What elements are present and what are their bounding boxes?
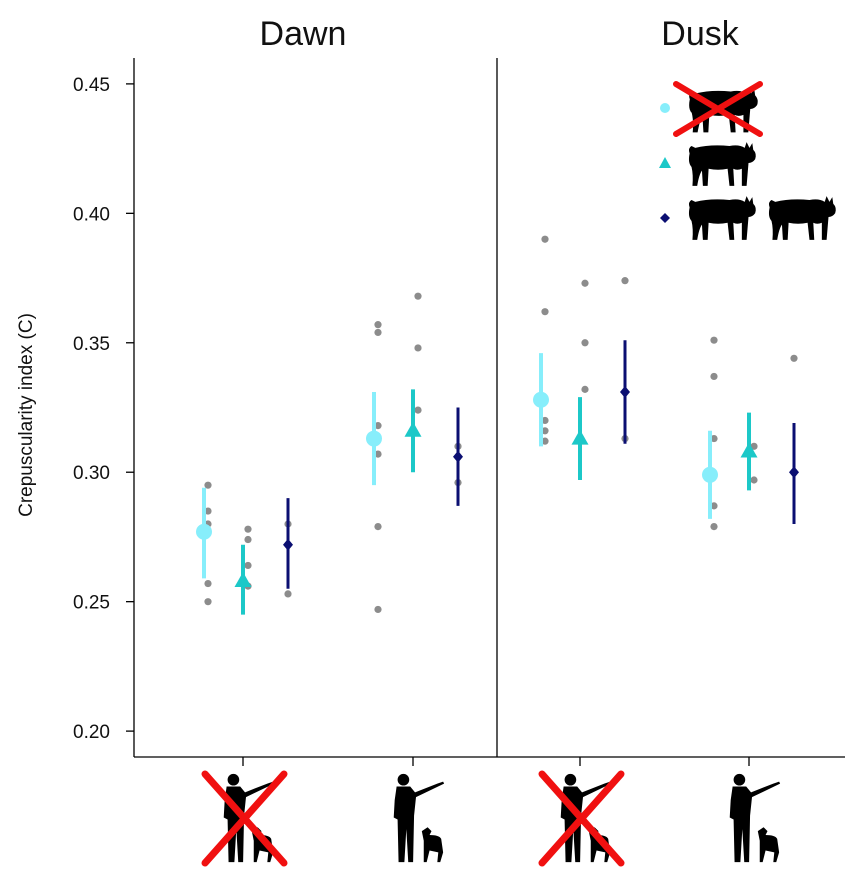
raw-point [244,525,252,533]
raw-point [541,308,549,316]
raw-point [581,339,589,347]
raw-point [710,434,718,443]
mean-markers [196,385,799,587]
raw-point [750,442,758,450]
panel-title-dawn: Dawn [260,15,347,53]
raw-point [414,292,422,300]
raw-point [414,344,422,352]
raw-point [374,522,382,531]
legend-triangle-marker [659,157,671,168]
raw-point [374,450,382,458]
y-axis-label: Crepuscularity index (C) [16,313,37,517]
mean-triangle-marker [740,442,758,458]
x-axis-icons [201,770,781,867]
raw-point [204,481,212,489]
raw-point [710,336,718,344]
raw-point [750,476,758,484]
raw-point [541,235,549,243]
raw-point [621,277,629,285]
raw-point [374,422,382,430]
raw-point [374,321,382,329]
x-axis-ticks [242,757,750,766]
raw-point [790,354,798,362]
mean-diamond-marker [283,538,293,551]
raw-point [710,522,718,531]
raw-point [414,406,422,414]
raw-point [204,507,212,515]
raw-point [541,427,549,435]
raw-point [374,605,382,614]
mean-diamond-marker [620,385,630,398]
raw-point [581,385,589,393]
raw-point [204,579,212,588]
mean-triangle-marker [571,429,589,445]
y-tick-label: 0.25 [73,593,110,614]
y-tick-label: 0.20 [73,722,110,743]
legend-diamond-marker [660,213,670,223]
legend [659,81,836,240]
mean-circle-marker [702,466,718,483]
mean-triangle-marker [234,571,252,587]
mean-diamond-marker [453,450,463,463]
one-lynx-icon [688,142,756,186]
red-cross-stroke [201,770,288,867]
raw-point [581,279,589,287]
legend-circle-marker [660,103,670,113]
y-axis-ticks: 0.20 0.25 0.30 0.35 0.40 0.45 [73,75,134,743]
hunter-with-dog-icon [538,770,625,867]
hunter-with-dog-icon [393,773,445,863]
y-tick-label: 0.40 [73,204,110,225]
y-tick-label: 0.35 [73,334,110,355]
raw-point [710,502,718,510]
panel-title-dusk: Dusk [661,15,739,53]
raw-point [284,590,292,598]
mean-circle-marker [366,430,382,447]
mean-diamond-marker [789,466,799,479]
red-cross-stroke [538,770,625,867]
mean-triangle-marker [404,421,422,437]
red-cross-icon [673,81,763,137]
second-lynx-icon [768,196,836,240]
hunter-with-dog-icon [729,773,781,863]
raw-point [541,437,549,445]
y-tick-label: 0.30 [73,463,110,484]
hunter-with-dog-icon [201,770,288,867]
raw-point [204,598,212,606]
raw-data-points [204,235,798,614]
mean-circle-marker [533,391,549,408]
legend-entry-two-lynx [660,196,836,240]
raw-point [710,372,718,381]
legend-entry-crossed-lynx [660,81,763,137]
mean-circle-marker [196,523,212,540]
raw-point [374,328,382,337]
y-tick-label: 0.45 [73,75,110,96]
two-lynx-icon [688,196,756,240]
raw-point [244,535,252,544]
raw-point [244,561,252,570]
legend-entry-one-lynx [659,142,756,186]
raw-point [541,416,549,425]
